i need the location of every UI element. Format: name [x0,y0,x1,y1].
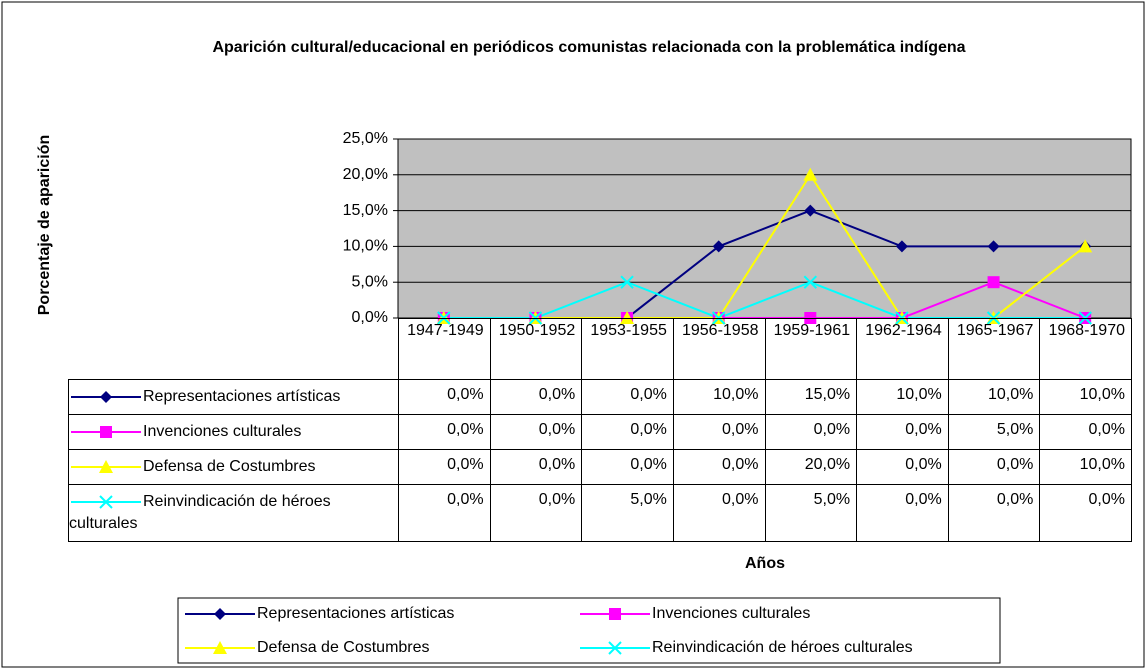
legend-label: Reinvindicación de héroes culturales [652,639,913,656]
legend-key [71,391,141,403]
value-label: 10,0% [1039,449,1132,485]
value-label: 0,0% [398,379,491,415]
value-label: 0,0% [398,484,491,542]
legend-label: Representaciones artísticas [257,605,454,622]
y-tick-label: 5,0% [352,273,388,290]
value-label: 10,0% [1039,379,1132,415]
legend-box [177,597,1001,664]
x-tick-label: 1959-1961 [764,318,858,380]
row-label: Reinvindicación de héroes culturales [68,484,399,542]
legend-key [71,460,141,473]
value-label: 0,0% [581,414,674,450]
legend-key [71,426,141,438]
data-table: 1947-1949 1950-1952 1953-1955 1956-1958 1959… [68,318,1132,542]
legend-label: Representaciones artísticas [143,388,341,405]
value-label: 0,0% [1039,414,1132,450]
value-label: 5,0% [947,414,1041,450]
marker [99,495,113,509]
x-tick-label: 1947-1949 [398,318,491,380]
value-label: 0,0% [947,449,1041,485]
value-label: 0,0% [581,379,674,415]
marker [803,167,818,181]
legend-key [71,495,141,509]
marker [100,391,112,403]
value-label: 0,0% [672,449,766,485]
row-label: Defensa de Costumbres [68,449,399,485]
y-axis-label: Porcentaje de aparición [36,135,53,316]
marker [620,275,634,289]
value-label: 0,0% [856,449,949,485]
y-tick-label: 15,0% [343,202,388,219]
value-label: 0,0% [398,449,491,485]
x-tick-label: 1962-1964 [856,318,949,380]
data-row: Representaciones artísticas 0,0% 0,0% 0,0% 1… [68,379,1132,415]
value-label: 0,0% [856,484,949,542]
data-row: Defensa de Costumbres 0,0% 0,0% 0,0% 0,0% 20,… [68,449,1132,485]
marker [987,240,1000,253]
marker [100,426,112,438]
marker [608,641,622,655]
x-tick-label: 1950-1952 [489,318,583,380]
value-label: 10,0% [856,379,949,415]
marker [213,641,227,654]
x-tick-label: 1968-1970 [1039,318,1132,380]
data-row: Reinvindicación de héroes culturales 0,0%… [68,484,1132,542]
value-label: 0,0% [672,414,766,450]
value-label: 0,0% [398,414,491,450]
value-label: 10,0% [947,379,1041,415]
chart-title: Aparición cultural/educacional en periód… [212,39,966,56]
value-label: 0,0% [764,414,858,450]
value-label: 0,0% [489,414,583,450]
legend-label: Defensa de Costumbres [257,639,430,656]
value-label: 5,0% [764,484,858,542]
marker [987,276,1000,289]
value-label: 0,0% [489,449,583,485]
value-label: 0,0% [947,484,1041,542]
row-label: Invenciones culturales [68,414,399,450]
value-label: 20,0% [764,449,858,485]
y-tick-label: 10,0% [343,238,388,255]
marker [214,608,226,620]
value-label: 10,0% [672,379,766,415]
y-tick-label: 20,0% [343,166,388,183]
x-axis-label: Años [745,555,785,572]
x-tick-label: 1953-1955 [581,318,674,380]
marker [99,460,113,473]
value-label: 0,0% [489,484,583,542]
value-label: 0,0% [672,484,766,542]
marker [803,275,818,289]
value-label: 0,0% [1039,484,1132,542]
value-label: 15,0% [764,379,858,415]
header-row: 1947-1949 1950-1952 1953-1955 1956-1958 1959… [69,318,1132,380]
value-label: 0,0% [581,449,674,485]
data-row: Invenciones culturales 0,0% 0,0% 0,0% 0,0% 0,… [68,414,1132,450]
marker [712,240,725,253]
x-tick-label: 1956-1958 [672,318,766,380]
legend-label: Invenciones culturales [143,423,302,440]
marker [609,608,621,620]
y-tick-label: 0,0% [352,309,388,326]
row-label: Representaciones artísticas [68,379,399,415]
marker [804,204,817,217]
legend-label: Reinvindicación de héroes culturales [69,493,331,532]
marker [1078,239,1093,253]
y-tick-label: 25,0% [343,130,388,147]
value-label: 5,0% [581,484,674,542]
x-tick-label: 1965-1967 [947,318,1041,380]
marker [895,240,908,253]
legend-label: Invenciones culturales [652,605,810,622]
value-label: 0,0% [856,414,949,450]
legend-label: Defensa de Costumbres [143,458,316,475]
corner [69,319,399,380]
value-label: 0,0% [489,379,583,415]
